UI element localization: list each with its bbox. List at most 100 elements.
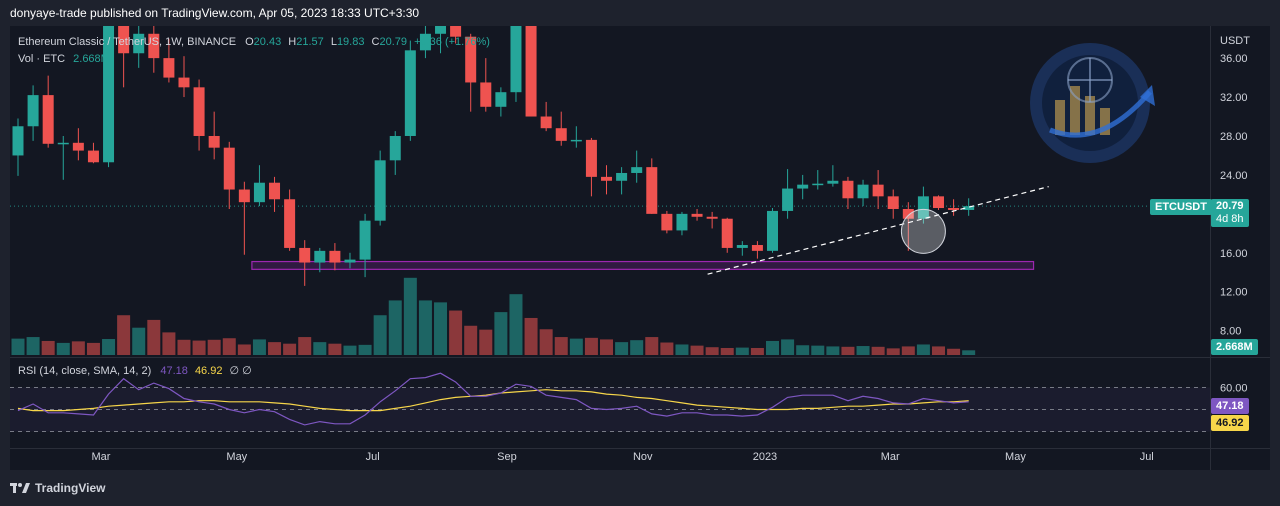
volume-bar [449, 310, 463, 355]
volume-bar [373, 315, 387, 355]
price-tick-label: 28.00 [1220, 131, 1248, 143]
footer-brand[interactable]: TradingView [10, 481, 105, 495]
time-tick-label: May [226, 451, 247, 463]
candle-body [631, 167, 643, 173]
watermark-logo [1030, 43, 1155, 163]
volume-bar [283, 343, 297, 355]
volume-bar [947, 348, 961, 355]
price-tick-label: 32.00 [1220, 92, 1248, 104]
last-price: 20.79 [1216, 200, 1244, 212]
candle-body [87, 150, 99, 163]
candle-body [842, 180, 854, 199]
volume-bar [509, 294, 523, 355]
high-label: H [288, 36, 297, 48]
candle-body [616, 172, 628, 181]
candle-body [570, 139, 582, 142]
volume-bar [690, 345, 704, 355]
candle-body [238, 189, 250, 203]
volume-bar [584, 337, 598, 355]
volume-bar [117, 315, 131, 355]
candle-body [103, 26, 115, 163]
candle-body [721, 218, 733, 248]
time-tick-label: Sep [497, 451, 517, 463]
logo-swoosh [1049, 90, 1152, 138]
axes: USDT36.0032.0028.0024.0020.0016.0012.008… [92, 35, 1251, 463]
volume-bar [524, 317, 538, 355]
symbol-name[interactable]: Ethereum Classic / TetherUS, 1W, BINANCE [18, 36, 237, 48]
volume-bar [826, 346, 840, 355]
symbol-legend: Ethereum Classic / TetherUS, 1W, BINANCE… [18, 36, 490, 48]
volume-bar [766, 340, 779, 355]
candle-body [601, 176, 613, 181]
volume-bar [539, 329, 553, 355]
volume-bar [388, 300, 402, 355]
volume-bar [781, 339, 795, 355]
logo-bar [1085, 96, 1095, 135]
candle-body [208, 135, 220, 148]
volume-bar [358, 344, 372, 355]
volume-legend: Vol · ETC 2.668M [18, 53, 110, 65]
volume-bar [615, 342, 629, 355]
candle-body [163, 58, 175, 78]
candle-body [782, 188, 794, 211]
volume-bar [102, 339, 116, 355]
volume-bar [720, 347, 734, 355]
publish-header: donyaye-trade published on TradingView.c… [10, 6, 420, 20]
low-label: L [330, 36, 337, 48]
volume-bar [26, 337, 40, 355]
time-tick-label: Mar [881, 451, 900, 463]
candle-body [797, 184, 809, 189]
rsi-extra: ∅ ∅ [229, 365, 252, 377]
candle-body [223, 147, 235, 190]
candle-body [12, 126, 24, 156]
volume-bars [11, 277, 976, 355]
candle-body [284, 199, 296, 248]
logo-bar [1070, 86, 1080, 135]
drawings [707, 186, 1049, 275]
volume-bar [735, 347, 749, 355]
volume-bar [931, 346, 945, 355]
volume-bar [418, 300, 432, 355]
candle-body [435, 26, 447, 34]
volume-bar [479, 329, 493, 355]
candle-body [948, 208, 960, 210]
volume-label[interactable]: Vol · ETC [18, 53, 66, 65]
volume-bar [71, 341, 85, 355]
grid-layer [10, 26, 1270, 470]
volume-bar [252, 339, 266, 355]
close-label: C [371, 36, 380, 48]
volume-bar [705, 347, 719, 355]
candle-body [706, 216, 718, 219]
candle-body [389, 135, 401, 161]
candle-body [344, 259, 356, 263]
candle-body [661, 213, 673, 231]
volume-bar [434, 302, 448, 355]
candle-body [42, 95, 54, 144]
volume-bar [901, 346, 915, 355]
open-value: 20.43 [253, 36, 282, 48]
rsi-label[interactable]: RSI (14, close, SMA, 14, 2) [18, 365, 152, 377]
volume-bar [298, 337, 312, 355]
rsi-tick-label: 60.00 [1220, 383, 1248, 395]
candle-body [118, 26, 130, 54]
rsi-sma-tag: 46.92 [1211, 415, 1249, 431]
candle-body [27, 95, 39, 127]
volume-bar [207, 339, 221, 355]
candle-body [555, 128, 567, 141]
price-tick-label: 16.00 [1220, 248, 1248, 260]
volume-bar [494, 312, 508, 355]
highlight-circle [900, 208, 946, 254]
candle-body [932, 196, 944, 209]
candle-body [902, 208, 914, 219]
candle-body [646, 167, 658, 214]
candle-body [57, 142, 69, 145]
candle-body [374, 160, 386, 221]
volume-bar [162, 332, 176, 355]
candle-body [148, 33, 160, 59]
candle-body [872, 184, 884, 197]
currency-label: USDT [1220, 35, 1250, 47]
volume-bar [268, 342, 282, 355]
candle-body [480, 82, 492, 107]
volume-value: 2.668M [73, 53, 110, 65]
